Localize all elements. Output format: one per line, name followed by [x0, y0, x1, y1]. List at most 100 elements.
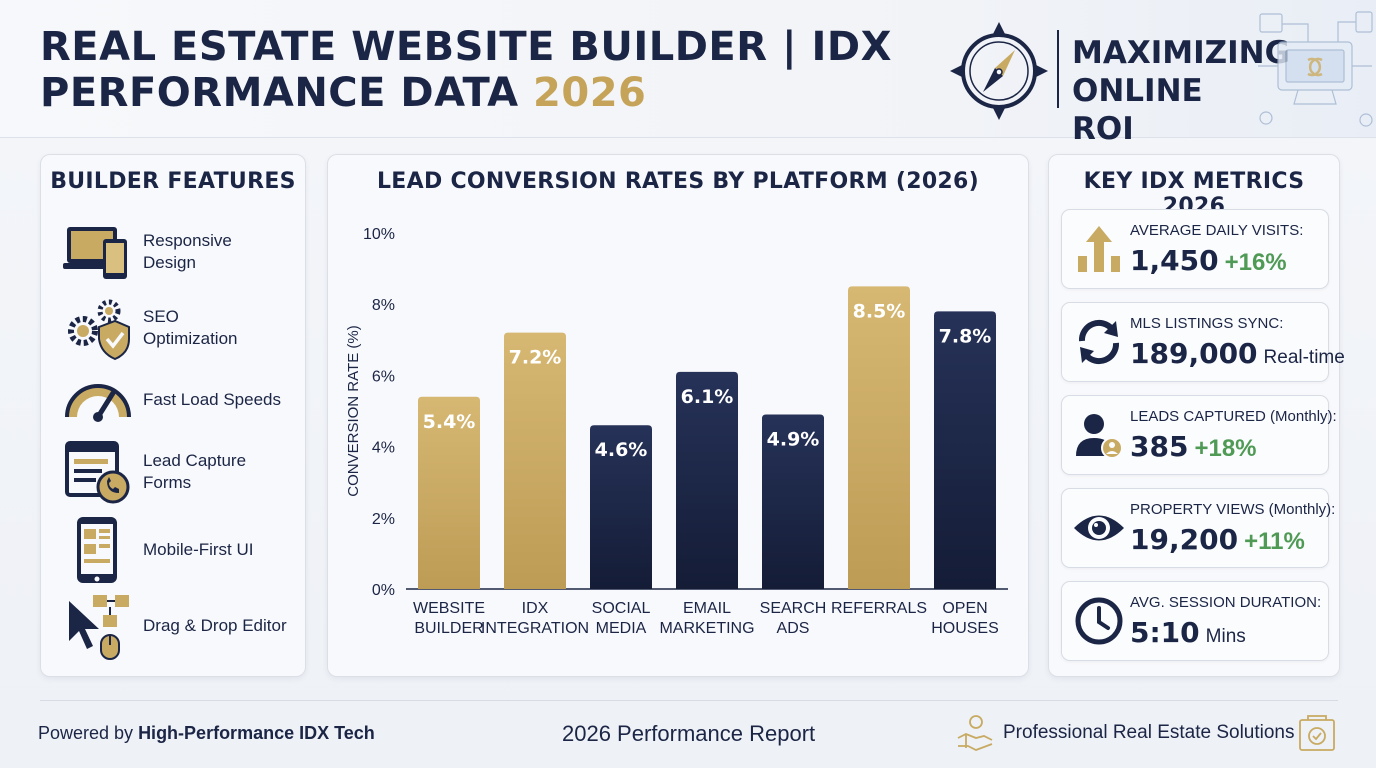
y-tick-label: 4%	[372, 440, 395, 457]
brand-line-1: MAXIMIZING	[1072, 35, 1291, 71]
y-tick-label: 0%	[372, 582, 395, 599]
features-panel: BUILDER FEATURES Responsive Design SEO O…	[40, 154, 306, 677]
feature-label: Drag & Drop Editor	[143, 615, 293, 637]
bar-value-label: 8.5%	[853, 300, 906, 322]
feature-label-line: Lead Capture Forms	[143, 451, 247, 492]
feature-label-line: Design	[143, 253, 196, 272]
metric-number: 189,000	[1130, 337, 1258, 370]
bar-value-label: 4.9%	[767, 429, 820, 451]
metric-value: 5:10 Mins	[1130, 616, 1246, 649]
feature-seo: SEO Optimization	[13, 293, 275, 363]
user-lead-icon	[1076, 414, 1123, 459]
feature-label-line: Responsive	[143, 231, 232, 250]
x-tick-label: INTEGRATION	[481, 620, 589, 637]
footer-powered-by: Powered by High-Performance IDX Tech	[38, 723, 375, 744]
y-tick-label: 2%	[372, 511, 395, 528]
bar-value-label: 6.1%	[681, 386, 734, 408]
footer-tagline: Professional Real Estate Solutions	[1003, 722, 1295, 743]
metric-number: 1,450	[1130, 244, 1219, 277]
title-line-2-text: PERFORMANCE DATA	[40, 70, 519, 116]
handshake-icon	[957, 715, 993, 751]
metric-card-mls-sync: MLS LISTINGS SYNC: 189,000 Real-time	[1061, 302, 1345, 382]
bar	[762, 414, 824, 589]
metric-label: LEADS CAPTURED (Monthly):	[1130, 408, 1337, 425]
page-title: REAL ESTATE WEBSITE BUILDER | IDX PERFOR…	[40, 24, 920, 116]
x-tick-label: MEDIA	[596, 620, 647, 637]
metric-value: 189,000 Real-time	[1130, 337, 1345, 370]
metric-label: AVERAGE DAILY VISITS:	[1130, 222, 1304, 239]
x-tick-label: REFERRALS	[831, 600, 927, 617]
feature-lead-capture: Lead Capture Forms	[41, 437, 303, 507]
speedometer-icon	[65, 384, 131, 422]
x-tick-label: OPEN	[942, 600, 987, 617]
x-tick-label: EMAIL	[683, 600, 731, 617]
chart-title: LEAD CONVERSION RATES BY PLATFORM (2026)	[376, 169, 980, 194]
gears-shield-icon	[68, 299, 130, 361]
title-line-2: PERFORMANCE DATA 2026	[40, 70, 920, 116]
footer-divider	[40, 700, 1338, 701]
metric-value: 385 +18%	[1130, 430, 1257, 463]
cursor-drag-icon	[69, 595, 129, 660]
metric-label: MLS LISTINGS SYNC:	[1130, 315, 1284, 332]
x-tick-label: SEARCH	[760, 600, 827, 617]
y-axis-label: CONVERSION RATE (%)	[345, 325, 362, 496]
metric-value: 19,200 +11%	[1130, 523, 1305, 556]
bar	[676, 371, 738, 589]
x-tick-label: MARKETING	[659, 620, 754, 637]
chart-panel: LEAD CONVERSION RATES BY PLATFORM (2026)…	[327, 154, 1029, 677]
brand-line-2: ONLINE ROI	[1072, 73, 1203, 147]
x-tick-label: SOCIAL	[592, 600, 651, 617]
metric-card-daily-visits: AVERAGE DAILY VISITS: 1,450 +16%	[1061, 209, 1329, 289]
y-tick-label: 8%	[372, 297, 395, 314]
features-title: BUILDER FEATURES	[50, 169, 296, 194]
bar	[590, 425, 652, 589]
feature-responsive-design: Responsive Design	[41, 217, 303, 287]
bar	[418, 396, 480, 589]
y-tick-label: 6%	[372, 368, 395, 385]
feature-label-line: Fast Load Speeds	[143, 390, 281, 409]
eye-icon	[1074, 515, 1124, 541]
metrics-panel: KEY IDX METRICS 2026 AVERAGE DAILY VISIT…	[1048, 154, 1345, 677]
x-tick-label: IDX	[522, 600, 549, 617]
metric-value: 1,450 +16%	[1130, 244, 1287, 277]
feature-label-line: Drag & Drop Editor	[143, 616, 287, 635]
feature-label-line: Mobile-First UI	[143, 540, 254, 559]
devices-icon	[63, 227, 127, 279]
brand-divider	[1057, 30, 1059, 108]
bar	[504, 332, 566, 589]
metric-delta: +11%	[1244, 528, 1305, 555]
bar-chart: 0% 2% 4% 6% 8% 10% CONVERSION RATE (%) 5.4% WEBS…	[345, 226, 1008, 637]
x-tick-label: BUILDER	[414, 620, 483, 637]
footer-tech-name: High-Performance IDX Tech	[138, 723, 375, 743]
metric-number: 385	[1130, 430, 1189, 463]
title-line-1: REAL ESTATE WEBSITE BUILDER | IDX	[40, 24, 892, 70]
header: REAL ESTATE WEBSITE BUILDER | IDX PERFOR…	[0, 0, 1376, 147]
smartphone-icon	[77, 517, 117, 583]
x-tick-label: HOUSES	[931, 620, 999, 637]
feature-fast-load: Fast Load Speeds	[41, 365, 303, 435]
brand-tagline: MAXIMIZING ONLINE ROI	[1072, 34, 1291, 148]
bar	[848, 286, 910, 589]
sync-icon	[1078, 319, 1120, 365]
bar-value-label: 7.2%	[509, 347, 562, 369]
certificate-icon	[1299, 715, 1335, 751]
footer-prefix: Powered by	[38, 723, 139, 743]
bar-value-label: 7.8%	[939, 325, 992, 347]
feature-label-line: Optimization	[143, 329, 238, 348]
metric-delta: +18%	[1194, 435, 1257, 462]
form-phone-icon	[65, 441, 130, 504]
compass-icon	[950, 22, 1048, 120]
feature-label-line: SEO	[143, 307, 179, 326]
bar-value-label: 5.4%	[423, 411, 476, 433]
feature-label: Mobile-First UI	[143, 539, 293, 561]
metric-number: 19,200	[1130, 523, 1239, 556]
y-tick-label: 10%	[363, 226, 395, 243]
feature-mobile-first: Mobile-First UI	[41, 515, 303, 585]
tech-circuit-icon	[1258, 11, 1373, 127]
metric-label: AVG. SESSION DURATION:	[1130, 594, 1322, 611]
metric-card-leads-captured: LEADS CAPTURED (Monthly): 385 +18%	[1061, 395, 1337, 475]
feature-label: SEO Optimization	[143, 306, 293, 350]
metric-label: PROPERTY VIEWS (Monthly):	[1130, 501, 1336, 518]
feature-drag-drop: Drag & Drop Editor	[41, 591, 303, 661]
metric-card-session-duration: AVG. SESSION DURATION: 5:10 Mins	[1061, 581, 1329, 661]
